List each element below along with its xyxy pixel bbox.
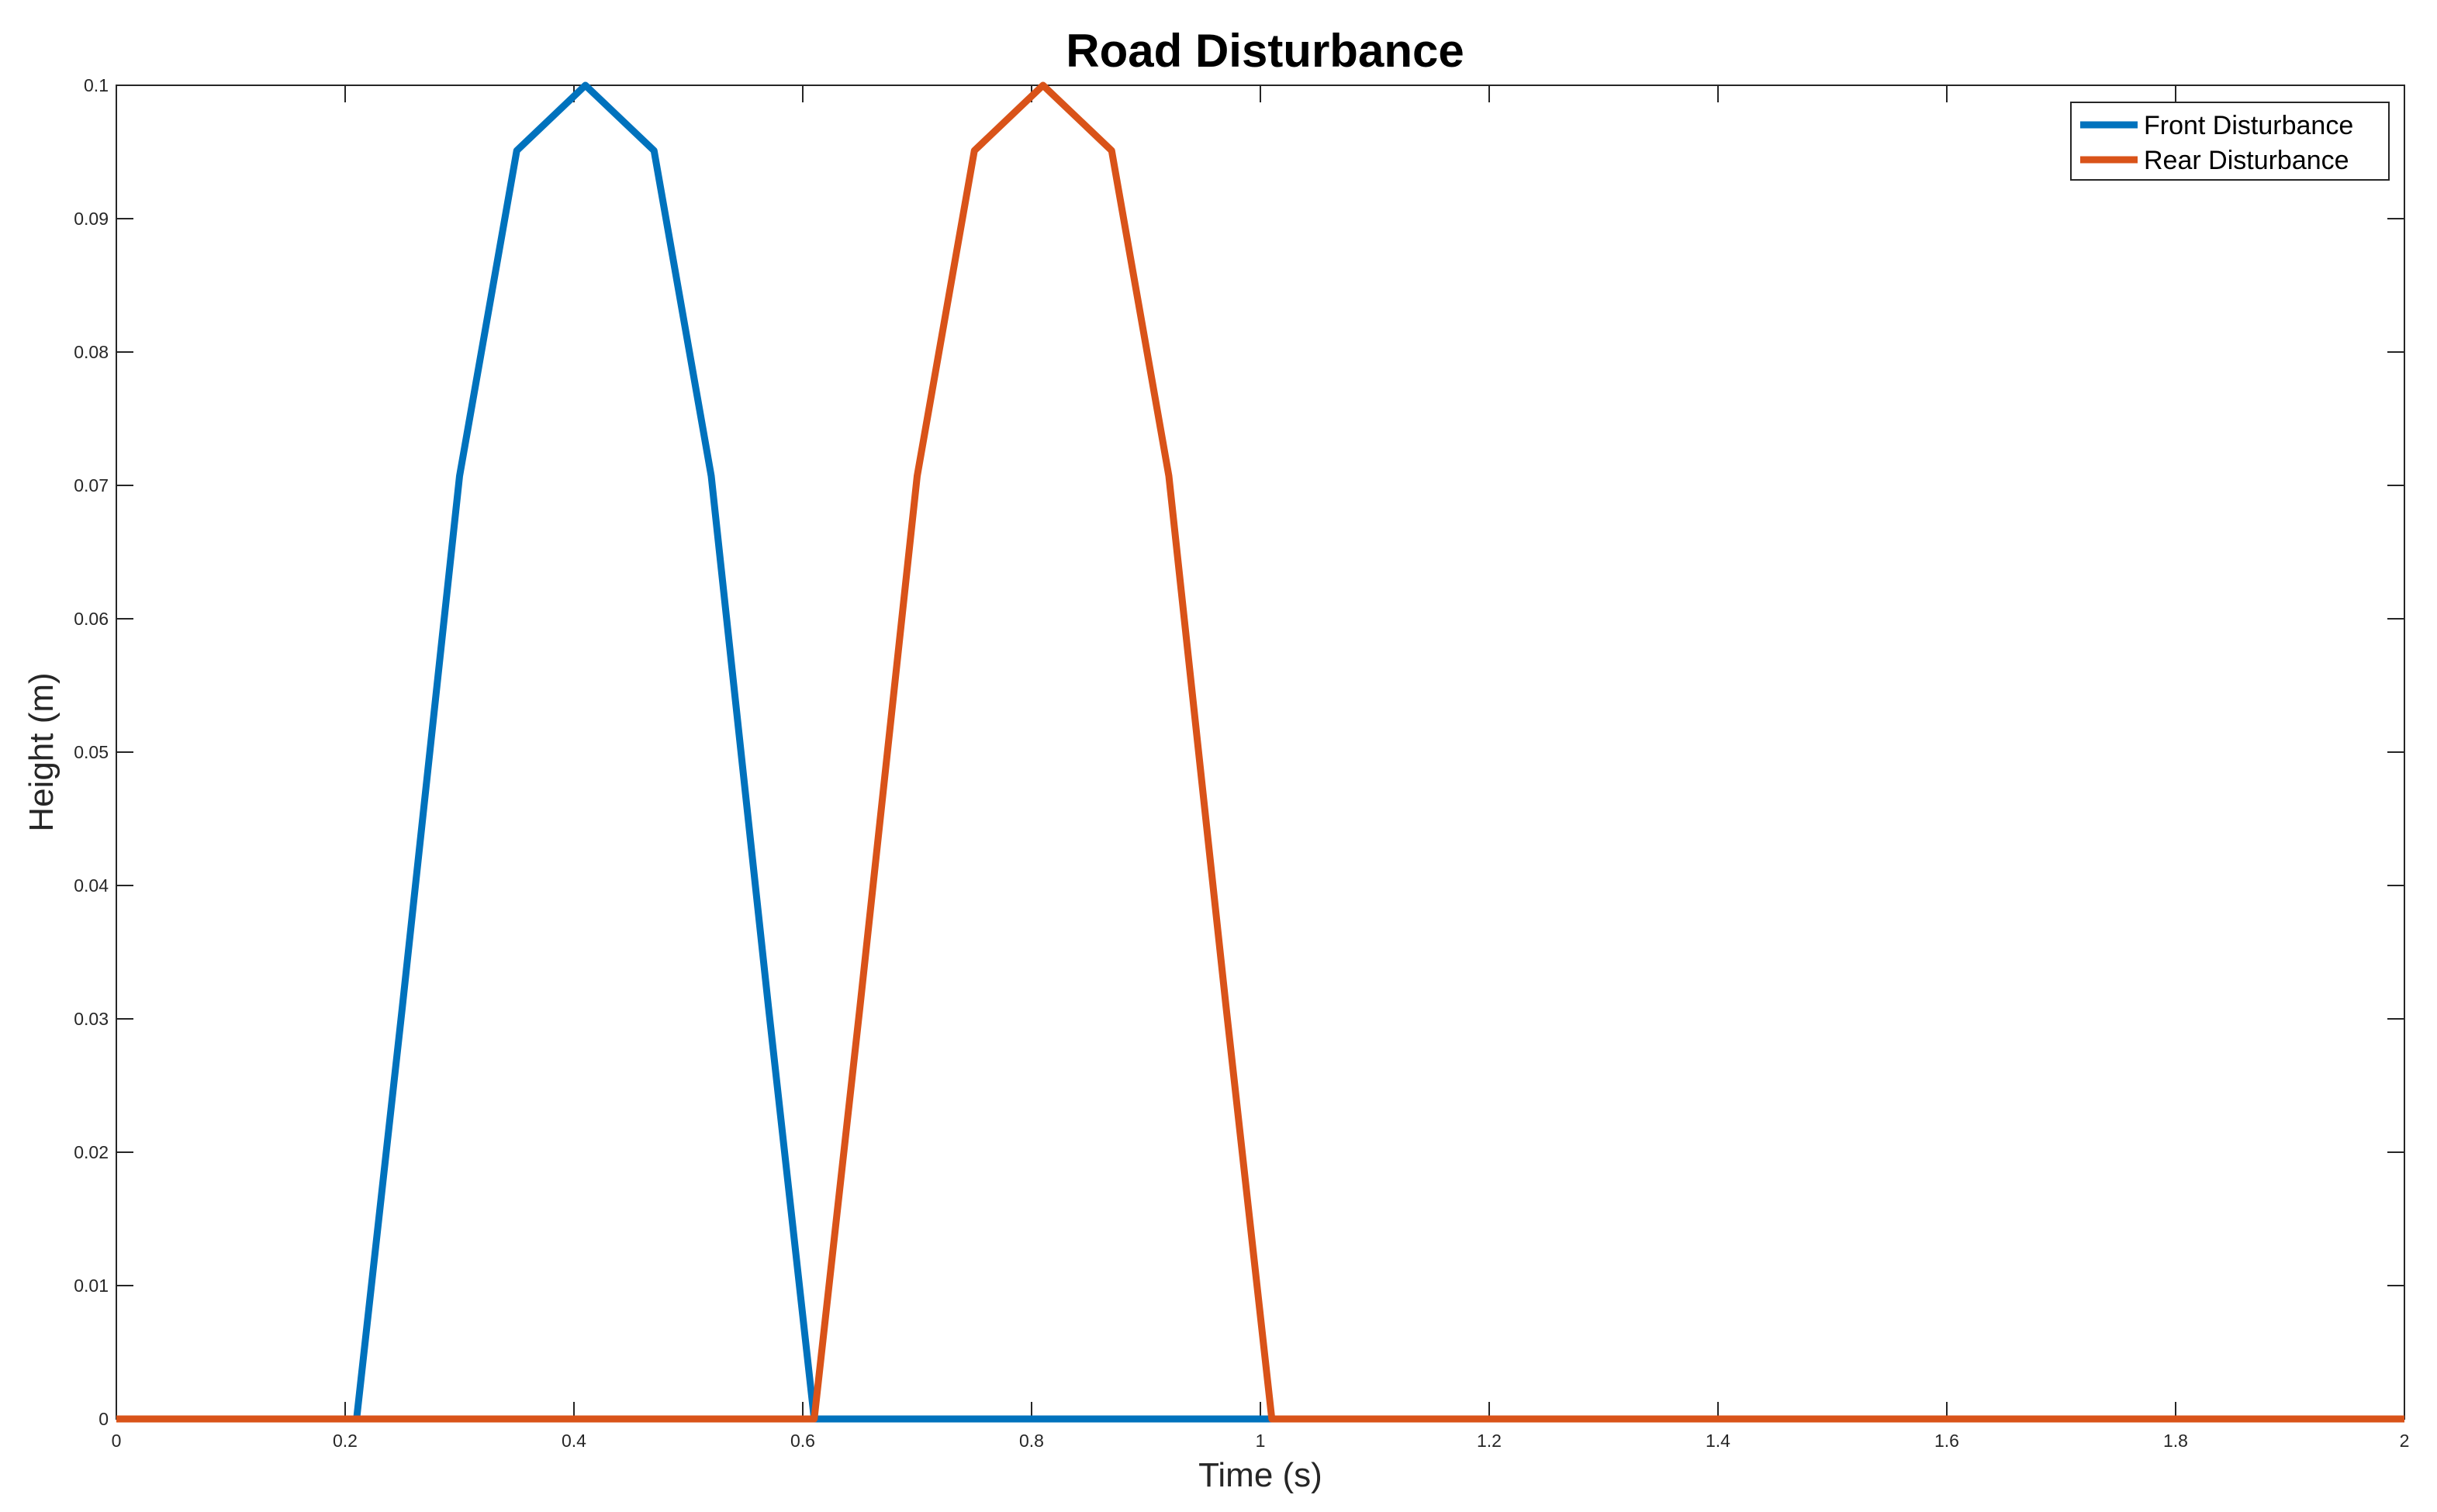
x-tick-label: 1 (1256, 1431, 1266, 1451)
plot-area (116, 85, 2405, 1420)
y-tick-label: 0.06 (74, 609, 109, 629)
x-tick-label: 2 (2400, 1431, 2410, 1451)
x-tick-label: 0 (112, 1431, 122, 1451)
y-tick-label: 0.04 (74, 875, 109, 896)
series-line-front (116, 81, 2404, 1423)
x-tick-label: 1.2 (1477, 1431, 1502, 1451)
y-axis-ticks: 0 0.01 0.02 0.03 0.04 0.05 0.06 0.07 0.08 0.09 0.1 (74, 75, 2404, 1429)
x-axis-ticks: 0 0.2 0.4 0.6 0.8 1 1.2 1.4 1.6 1.8 2 (112, 85, 2410, 1451)
y-tick-label: 0.03 (74, 1009, 109, 1029)
x-tick-label: 0.8 (1019, 1431, 1044, 1451)
y-tick-label: 0.08 (74, 342, 109, 362)
y-axis-label: Height (m) (22, 672, 60, 831)
x-tick-label: 0.2 (333, 1431, 358, 1451)
x-tick-label: 0.4 (562, 1431, 586, 1451)
y-tick-label: 0.1 (84, 75, 109, 95)
series-lines (116, 81, 2404, 1423)
chart-title: Road Disturbance (1066, 25, 1464, 77)
x-tick-label: 1.6 (1934, 1431, 1959, 1451)
y-tick-label: 0.01 (74, 1276, 109, 1296)
x-tick-label: 1.8 (2163, 1431, 2188, 1451)
series-line-rear (116, 81, 2404, 1423)
y-tick-label: 0.09 (74, 209, 109, 229)
y-tick-label: 0.05 (74, 742, 109, 762)
legend-label-front: Front Disturbance (2144, 111, 2353, 140)
x-tick-label: 0.6 (790, 1431, 815, 1451)
legend-label-rear: Rear Disturbance (2144, 146, 2349, 175)
legend-box (2070, 102, 2390, 181)
y-tick-label: 0.07 (74, 475, 109, 495)
y-tick-label: 0.02 (74, 1142, 109, 1162)
x-tick-label: 1.4 (1706, 1431, 1730, 1451)
x-axis-label: Time (s) (1198, 1456, 1322, 1494)
y-tick-label: 0 (99, 1409, 109, 1429)
legend: Front Disturbance Rear Disturbance (2070, 102, 2390, 181)
